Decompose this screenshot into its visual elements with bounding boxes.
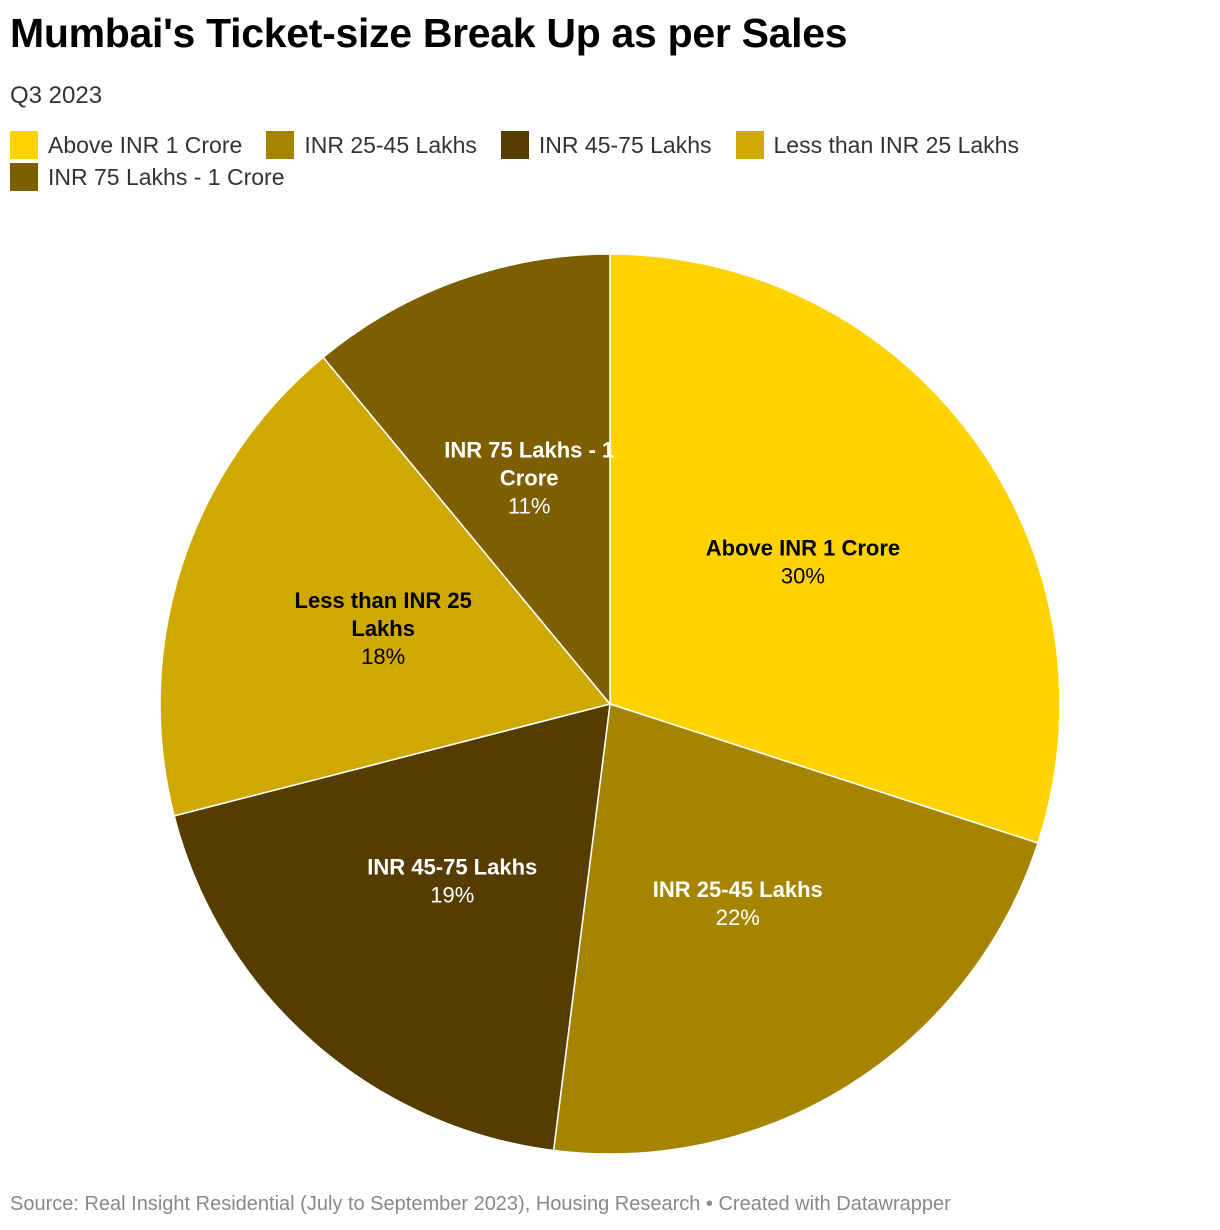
- slice-label: Above INR 1 Crore 30%: [706, 536, 900, 589]
- legend-item: INR 75 Lakhs - 1 Crore: [10, 163, 285, 191]
- legend-item: Less than INR 25 Lakhs: [735, 131, 1019, 159]
- pie-slice: [552, 703, 1039, 1155]
- legend-label: INR 25-45 Lakhs: [304, 131, 477, 158]
- pie-slice: [173, 702, 611, 1152]
- slice-label-name: INR 45-75 Lakhs: [367, 855, 537, 880]
- slice-label: INR 25-45 Lakhs 22%: [653, 877, 823, 930]
- slice-value-label: 22%: [716, 905, 760, 930]
- legend-swatch: [10, 163, 38, 191]
- slice-value-label: 18%: [361, 644, 405, 669]
- slice-label-name: Above INR 1 Crore: [706, 536, 900, 561]
- legend-item: Above INR 1 Crore: [10, 131, 243, 159]
- legend-label: INR 75 Lakhs - 1 Crore: [48, 163, 285, 190]
- legend-label: Less than INR 25 Lakhs: [773, 131, 1019, 158]
- legend-label: Above INR 1 Crore: [48, 131, 243, 158]
- slice-label-name: Lakhs: [351, 616, 415, 641]
- slice-label: INR 45-75 Lakhs 19%: [367, 855, 537, 908]
- legend-item: INR 25-45 Lakhs: [266, 131, 477, 159]
- pie-slice: [609, 253, 1061, 845]
- slice-label: INR 75 Lakhs - 1 Crore 11%: [444, 437, 614, 518]
- legend-swatch: [10, 131, 38, 159]
- slice-label-name: INR 25-45 Lakhs: [653, 877, 823, 902]
- legend-swatch: [266, 131, 295, 159]
- source-note: Source: Real Insight Residential (July t…: [10, 1193, 951, 1215]
- slice-label-name: Less than INR 25: [295, 588, 472, 613]
- legend-item: INR 45-75 Lakhs: [500, 131, 712, 159]
- chart-title: Mumbai's Ticket-size Break Up as per Sal…: [10, 10, 848, 56]
- slice-label-name: INR 75 Lakhs - 1: [444, 437, 614, 462]
- slice-value-label: 30%: [781, 564, 825, 589]
- legend-swatch: [735, 131, 764, 159]
- pie-slice: [322, 253, 611, 707]
- legend-swatch: [500, 131, 529, 159]
- slice-value-label: 19%: [430, 883, 474, 908]
- slice-label-name: Crore: [500, 465, 559, 490]
- pie-slice: [159, 356, 612, 817]
- chart-subtitle: Q3 2023: [10, 82, 103, 109]
- slice-label: Less than INR 25 Lakhs 18%: [295, 588, 472, 669]
- chart-legend: Above INR 1 Crore INR 25-45 Lakhs INR 45-7…: [10, 131, 1110, 191]
- legend-label: INR 45-75 Lakhs: [538, 131, 712, 158]
- slice-value-label: 11%: [508, 493, 550, 518]
